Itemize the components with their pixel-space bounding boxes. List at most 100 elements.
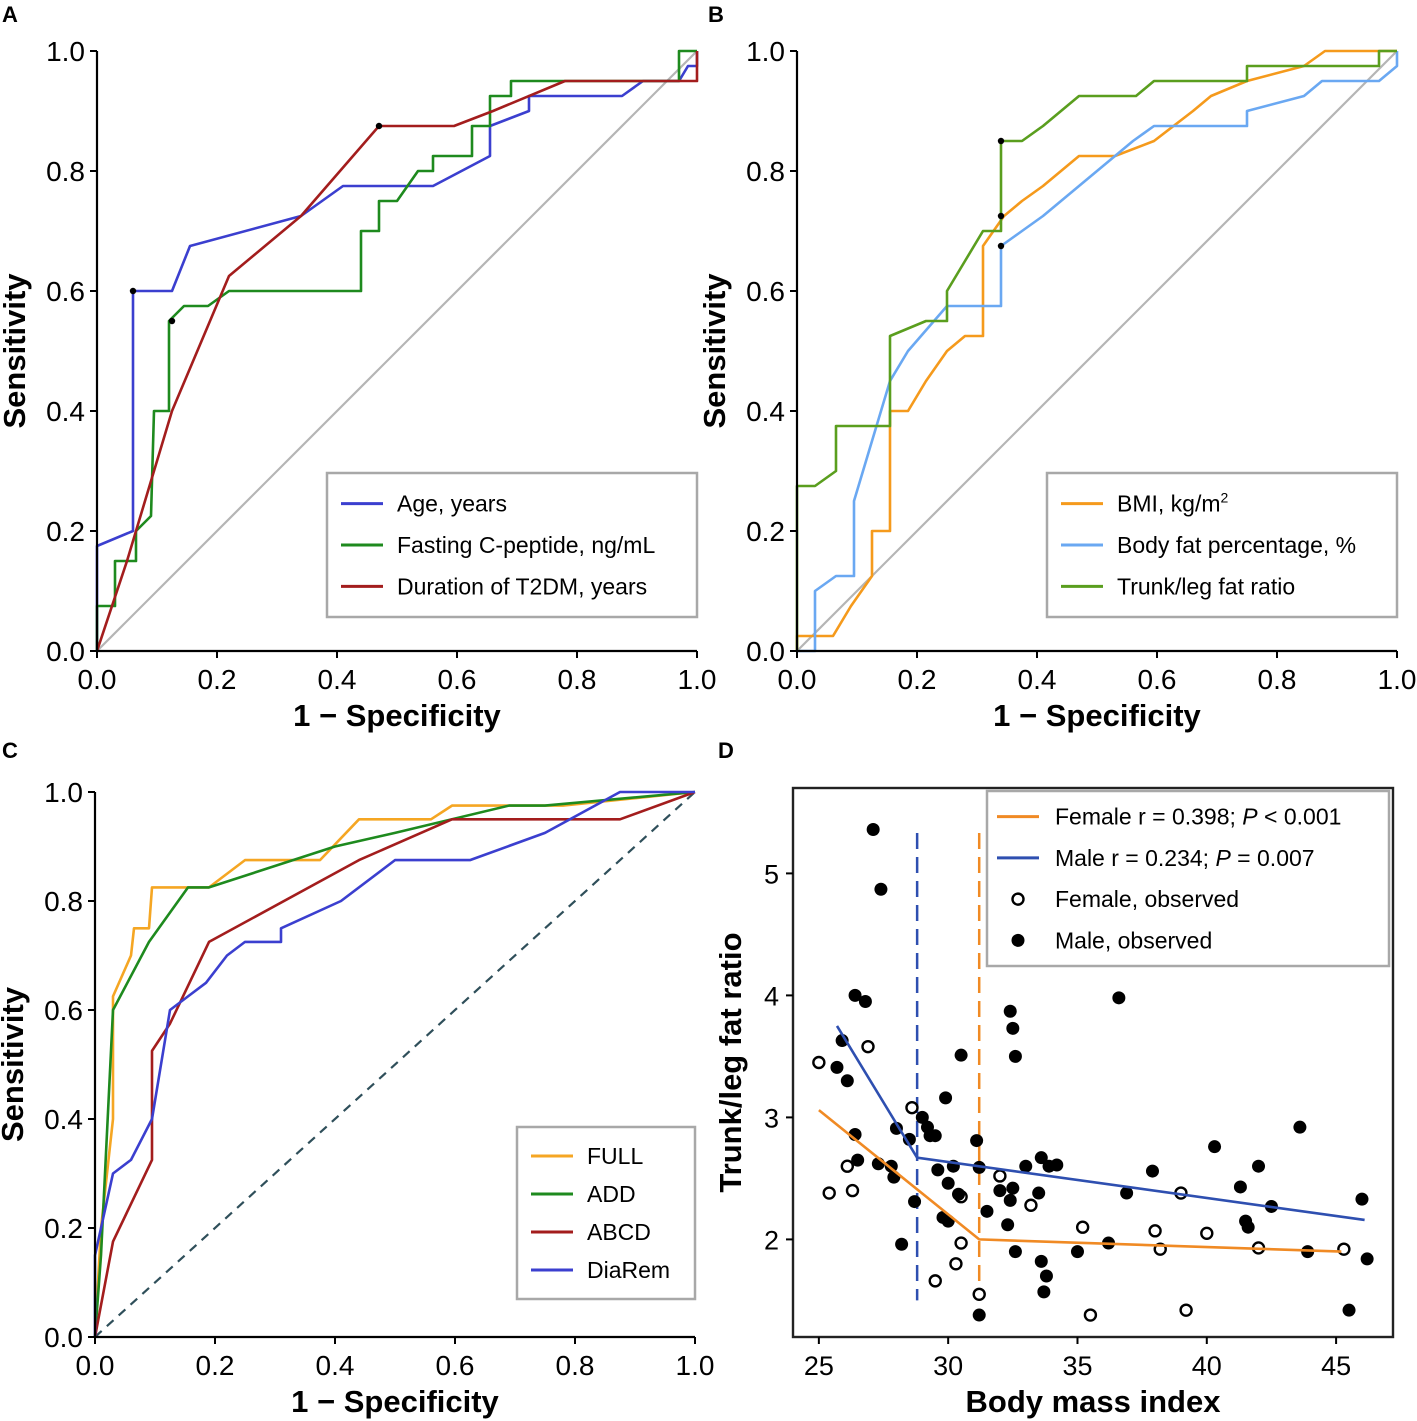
y-axis-title: Sensitivity bbox=[0, 986, 30, 1142]
male-point bbox=[1233, 1180, 1247, 1194]
female-point bbox=[905, 1100, 919, 1115]
x-tick-label: 0.2 bbox=[198, 664, 237, 695]
y-axis-title: Sensitivity bbox=[0, 273, 32, 429]
male-point bbox=[830, 1060, 844, 1074]
roc-line-body-fat-percentage bbox=[797, 51, 1399, 653]
x-tick-label: 0.6 bbox=[436, 1350, 475, 1381]
female-point bbox=[1179, 1303, 1193, 1317]
male-point bbox=[1032, 1186, 1046, 1200]
female-point bbox=[928, 1274, 942, 1288]
panel-a: A 0.0 0.2 0.4 0.6 0.8 1.0 0.0 0.2 0.4 0.6 0.8 1.0 1 −… bbox=[0, 2, 716, 733]
x-tick-label: 0.8 bbox=[556, 1350, 595, 1381]
male-point bbox=[1006, 1021, 1020, 1035]
x-tick-label: 1.0 bbox=[1378, 664, 1417, 695]
legend-box bbox=[1045, 471, 1399, 619]
cutoff-point bbox=[375, 122, 383, 130]
legend-label: Male, observed bbox=[1055, 927, 1212, 953]
fit-line-female-fit bbox=[818, 1109, 1342, 1253]
male-point bbox=[866, 822, 880, 836]
legend-label: Male r = 0.234; P = 0.007 bbox=[1055, 845, 1315, 871]
female-point bbox=[812, 1055, 826, 1070]
male-point bbox=[939, 1091, 953, 1105]
legend-label-trunk-leg-fat-ratio: Trunk/leg fat ratio bbox=[1117, 573, 1295, 599]
y-tick-label: 1.0 bbox=[46, 36, 85, 67]
male-point bbox=[851, 1153, 865, 1167]
female-point bbox=[993, 1169, 1007, 1183]
male-point bbox=[889, 1121, 903, 1135]
female-point bbox=[1200, 1226, 1214, 1241]
y-tick-label: 0.0 bbox=[44, 1322, 83, 1353]
male-point bbox=[1355, 1192, 1369, 1206]
panel-label: A bbox=[2, 2, 18, 27]
roc-line-abcd bbox=[93, 790, 696, 1338]
male-point bbox=[1112, 991, 1126, 1005]
y-tick-label: 0.2 bbox=[746, 516, 785, 547]
legend-box bbox=[985, 789, 1391, 968]
panel-c: C 0.0 0.2 0.4 0.6 0.8 1.0 0.0 0.2 0.4 0.6 0.8 1.0 1 −… bbox=[0, 738, 714, 1419]
male-point bbox=[1019, 1159, 1033, 1173]
male-point bbox=[895, 1237, 909, 1251]
male-point bbox=[952, 1187, 966, 1201]
legend-marker-open bbox=[1011, 892, 1025, 906]
legend-label-bmi-kg-m: BMI, kg/m2 bbox=[1117, 490, 1229, 517]
legend-label-age-years: Age, years bbox=[397, 491, 507, 517]
y-axis-title: Sensitivity bbox=[697, 273, 732, 429]
y-tick-label: 0.4 bbox=[46, 396, 85, 427]
roc-line-bmi-kg-m bbox=[795, 49, 1397, 651]
legend-label-fasting-c-peptide-ng-ml: Fasting C-peptide, ng/mL bbox=[397, 532, 655, 558]
male-point bbox=[970, 1134, 984, 1148]
cutoff-point bbox=[168, 317, 176, 325]
male-point bbox=[1120, 1186, 1134, 1200]
male-point bbox=[1360, 1252, 1374, 1266]
y-tick-label: 2 bbox=[764, 1225, 779, 1255]
y-tick-label: 0.8 bbox=[746, 156, 785, 187]
x-axis-title: 1 − Specificity bbox=[293, 698, 501, 733]
female-point bbox=[1024, 1198, 1038, 1212]
male-point bbox=[874, 882, 888, 896]
x-tick-label: 30 bbox=[933, 1351, 963, 1381]
y-tick-label: 5 bbox=[764, 859, 779, 889]
x-tick-label: 0.0 bbox=[76, 1350, 115, 1381]
male-point bbox=[941, 1176, 955, 1190]
y-tick-label: 0.6 bbox=[46, 276, 85, 307]
y-tick-label: 0.0 bbox=[746, 636, 785, 667]
x-tick-label: 0.4 bbox=[316, 1350, 355, 1381]
x-tick-label: 0.2 bbox=[196, 1350, 235, 1381]
male-point bbox=[1006, 1181, 1020, 1195]
y-tick-label: 0.2 bbox=[46, 516, 85, 547]
x-axis-title: Body mass index bbox=[966, 1384, 1222, 1419]
panel-b: B 0.0 0.2 0.4 0.6 0.8 1.0 0.0 0.2 0.4 0.6 0.8 1.0 1 −… bbox=[697, 2, 1416, 733]
x-tick-label: 0.8 bbox=[558, 664, 597, 695]
male-point bbox=[908, 1195, 922, 1209]
male-point bbox=[1008, 1049, 1022, 1063]
x-axis-title: 1 − Specificity bbox=[993, 698, 1201, 733]
y-tick-label: 4 bbox=[764, 981, 779, 1011]
cutoff-point bbox=[997, 212, 1005, 220]
x-tick-label: 40 bbox=[1192, 1351, 1222, 1381]
legend-box bbox=[325, 471, 699, 619]
y-tick-label: 0.6 bbox=[44, 995, 83, 1026]
legend-label: Female, observed bbox=[1055, 886, 1239, 912]
male-point bbox=[954, 1048, 968, 1062]
female-point bbox=[972, 1287, 986, 1302]
fit-line-male-fit bbox=[835, 1025, 1365, 1222]
legend-label-body-fat-percentage: Body fat percentage, % bbox=[1117, 532, 1356, 558]
y-tick-label: 0.6 bbox=[746, 276, 785, 307]
x-tick-label: 1.0 bbox=[678, 664, 717, 695]
female-point bbox=[1337, 1242, 1351, 1256]
x-tick-label: 25 bbox=[804, 1351, 834, 1381]
y-tick-label: 1.0 bbox=[746, 36, 785, 67]
male-point bbox=[931, 1163, 945, 1177]
x-tick-label: 0.4 bbox=[1018, 664, 1057, 695]
y-tick-label: 0.8 bbox=[44, 886, 83, 917]
male-point bbox=[1252, 1159, 1266, 1173]
male-point bbox=[1039, 1269, 1053, 1283]
legend-label-abcd: ABCD bbox=[587, 1219, 651, 1245]
panel-label: C bbox=[2, 738, 18, 763]
female-point bbox=[845, 1183, 860, 1198]
male-point bbox=[1070, 1245, 1084, 1259]
cutoff-point bbox=[997, 242, 1005, 250]
female-point bbox=[840, 1159, 855, 1173]
